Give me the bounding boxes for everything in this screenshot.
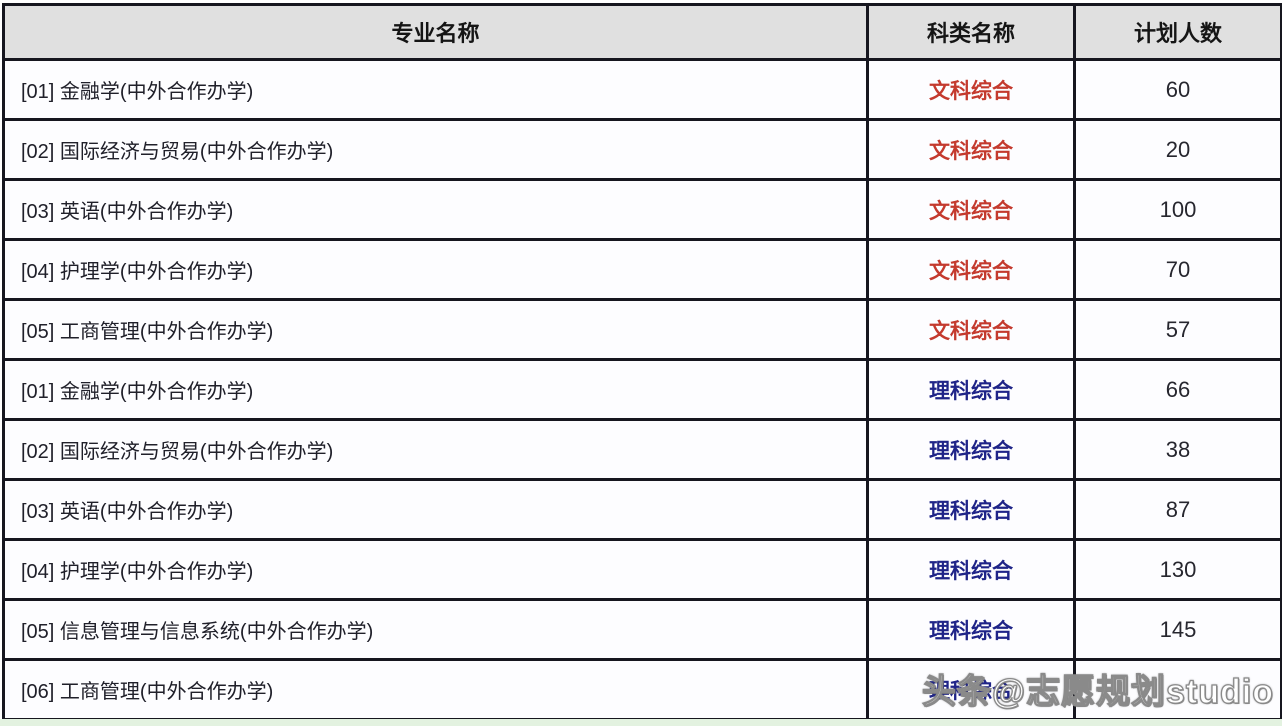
table-row: [06] 工商管理(中外合作办学) 理科综合 <box>2 658 1282 721</box>
table-row: [05] 工商管理(中外合作办学) 文科综合 57 <box>2 298 1282 361</box>
plan-count-cell <box>1073 658 1282 721</box>
plan-count-cell: 130 <box>1073 538 1282 601</box>
plan-count-cell: 145 <box>1073 598 1282 661</box>
major-cell: [03] 英语(中外合作办学) <box>2 178 869 241</box>
plan-count-cell: 38 <box>1073 418 1282 481</box>
table-row: [03] 英语(中外合作办学) 文科综合 100 <box>2 178 1282 241</box>
major-cell: [05] 信息管理与信息系统(中外合作办学) <box>2 598 869 661</box>
table-row: [01] 金融学(中外合作办学) 文科综合 60 <box>2 58 1282 121</box>
table-row: [05] 信息管理与信息系统(中外合作办学) 理科综合 145 <box>2 598 1282 661</box>
category-cell: 文科综合 <box>866 298 1076 361</box>
table-header-row: 专业名称 科类名称 计划人数 <box>2 3 1282 61</box>
major-cell: [01] 金融学(中外合作办学) <box>2 358 869 421</box>
major-cell: [01] 金融学(中外合作办学) <box>2 58 869 121</box>
category-cell: 文科综合 <box>866 118 1076 181</box>
table-row: [04] 护理学(中外合作办学) 文科综合 70 <box>2 238 1282 301</box>
plan-count-cell: 20 <box>1073 118 1282 181</box>
plan-count-cell: 60 <box>1073 58 1282 121</box>
major-cell: [05] 工商管理(中外合作办学) <box>2 298 869 361</box>
category-cell: 理科综合 <box>866 478 1076 541</box>
table-row: [03] 英语(中外合作办学) 理科综合 87 <box>2 478 1282 541</box>
category-cell: 理科综合 <box>866 598 1076 661</box>
category-cell: 理科综合 <box>866 538 1076 601</box>
plan-count-cell: 66 <box>1073 358 1282 421</box>
plan-count-cell: 100 <box>1073 178 1282 241</box>
major-cell: [02] 国际经济与贸易(中外合作办学) <box>2 418 869 481</box>
header-major-name: 专业名称 <box>2 3 869 61</box>
major-cell: [04] 护理学(中外合作办学) <box>2 238 869 301</box>
table-row: [01] 金融学(中外合作办学) 理科综合 66 <box>2 358 1282 421</box>
major-cell: [02] 国际经济与贸易(中外合作办学) <box>2 118 869 181</box>
major-cell: [06] 工商管理(中外合作办学) <box>2 658 869 721</box>
page-bottom-strip <box>0 719 1282 726</box>
header-plan-count: 计划人数 <box>1073 3 1282 61</box>
category-cell: 理科综合 <box>866 658 1076 721</box>
category-cell: 文科综合 <box>866 178 1076 241</box>
header-category-name: 科类名称 <box>866 3 1076 61</box>
admission-plan-table: 专业名称 科类名称 计划人数 [01] 金融学(中外合作办学) 文科综合 60 … <box>2 3 1282 721</box>
category-cell: 文科综合 <box>866 58 1076 121</box>
plan-count-cell: 57 <box>1073 298 1282 361</box>
table-row: [04] 护理学(中外合作办学) 理科综合 130 <box>2 538 1282 601</box>
toutiao-watermark: 头条@志愿规划studio <box>921 672 1274 711</box>
plan-count-cell: 70 <box>1073 238 1282 301</box>
major-cell: [04] 护理学(中外合作办学) <box>2 538 869 601</box>
category-cell: 理科综合 <box>866 358 1076 421</box>
plan-count-cell: 87 <box>1073 478 1282 541</box>
major-cell: [03] 英语(中外合作办学) <box>2 478 869 541</box>
category-cell: 理科综合 <box>866 418 1076 481</box>
category-cell: 文科综合 <box>866 238 1076 301</box>
table-row: [02] 国际经济与贸易(中外合作办学) 文科综合 20 <box>2 118 1282 181</box>
table-row: [02] 国际经济与贸易(中外合作办学) 理科综合 38 <box>2 418 1282 481</box>
